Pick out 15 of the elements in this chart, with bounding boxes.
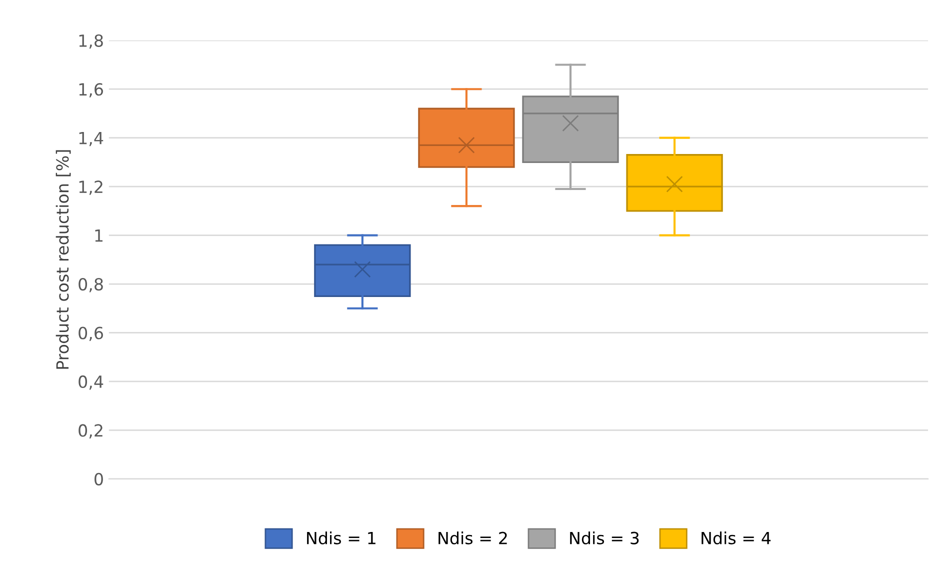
y-tick-label: 0,6 [78,326,103,342]
legend-label: Ndis = 4 [702,531,771,544]
legend-label: Ndis = 3 [570,531,639,544]
y-tick-label: 1,2 [79,180,102,195]
legend-label: Ndis = 2 [438,531,507,544]
y-tick-label: 1,8 [79,34,103,49]
y-tick-label: 0,4 [78,375,104,390]
y-tick-label: 0,8 [78,278,103,292]
y-axis-title: Product cost reduction [%] [56,150,71,369]
y-tick-label: 1,6 [79,83,103,98]
y-tick-label: 0,2 [78,424,102,438]
y-tick-label: 1,4 [79,132,104,146]
y-tick-label: 0 [94,472,103,486]
y-tick-label: 1 [95,229,103,242]
legend-label: Ndis = 1 [307,531,376,544]
